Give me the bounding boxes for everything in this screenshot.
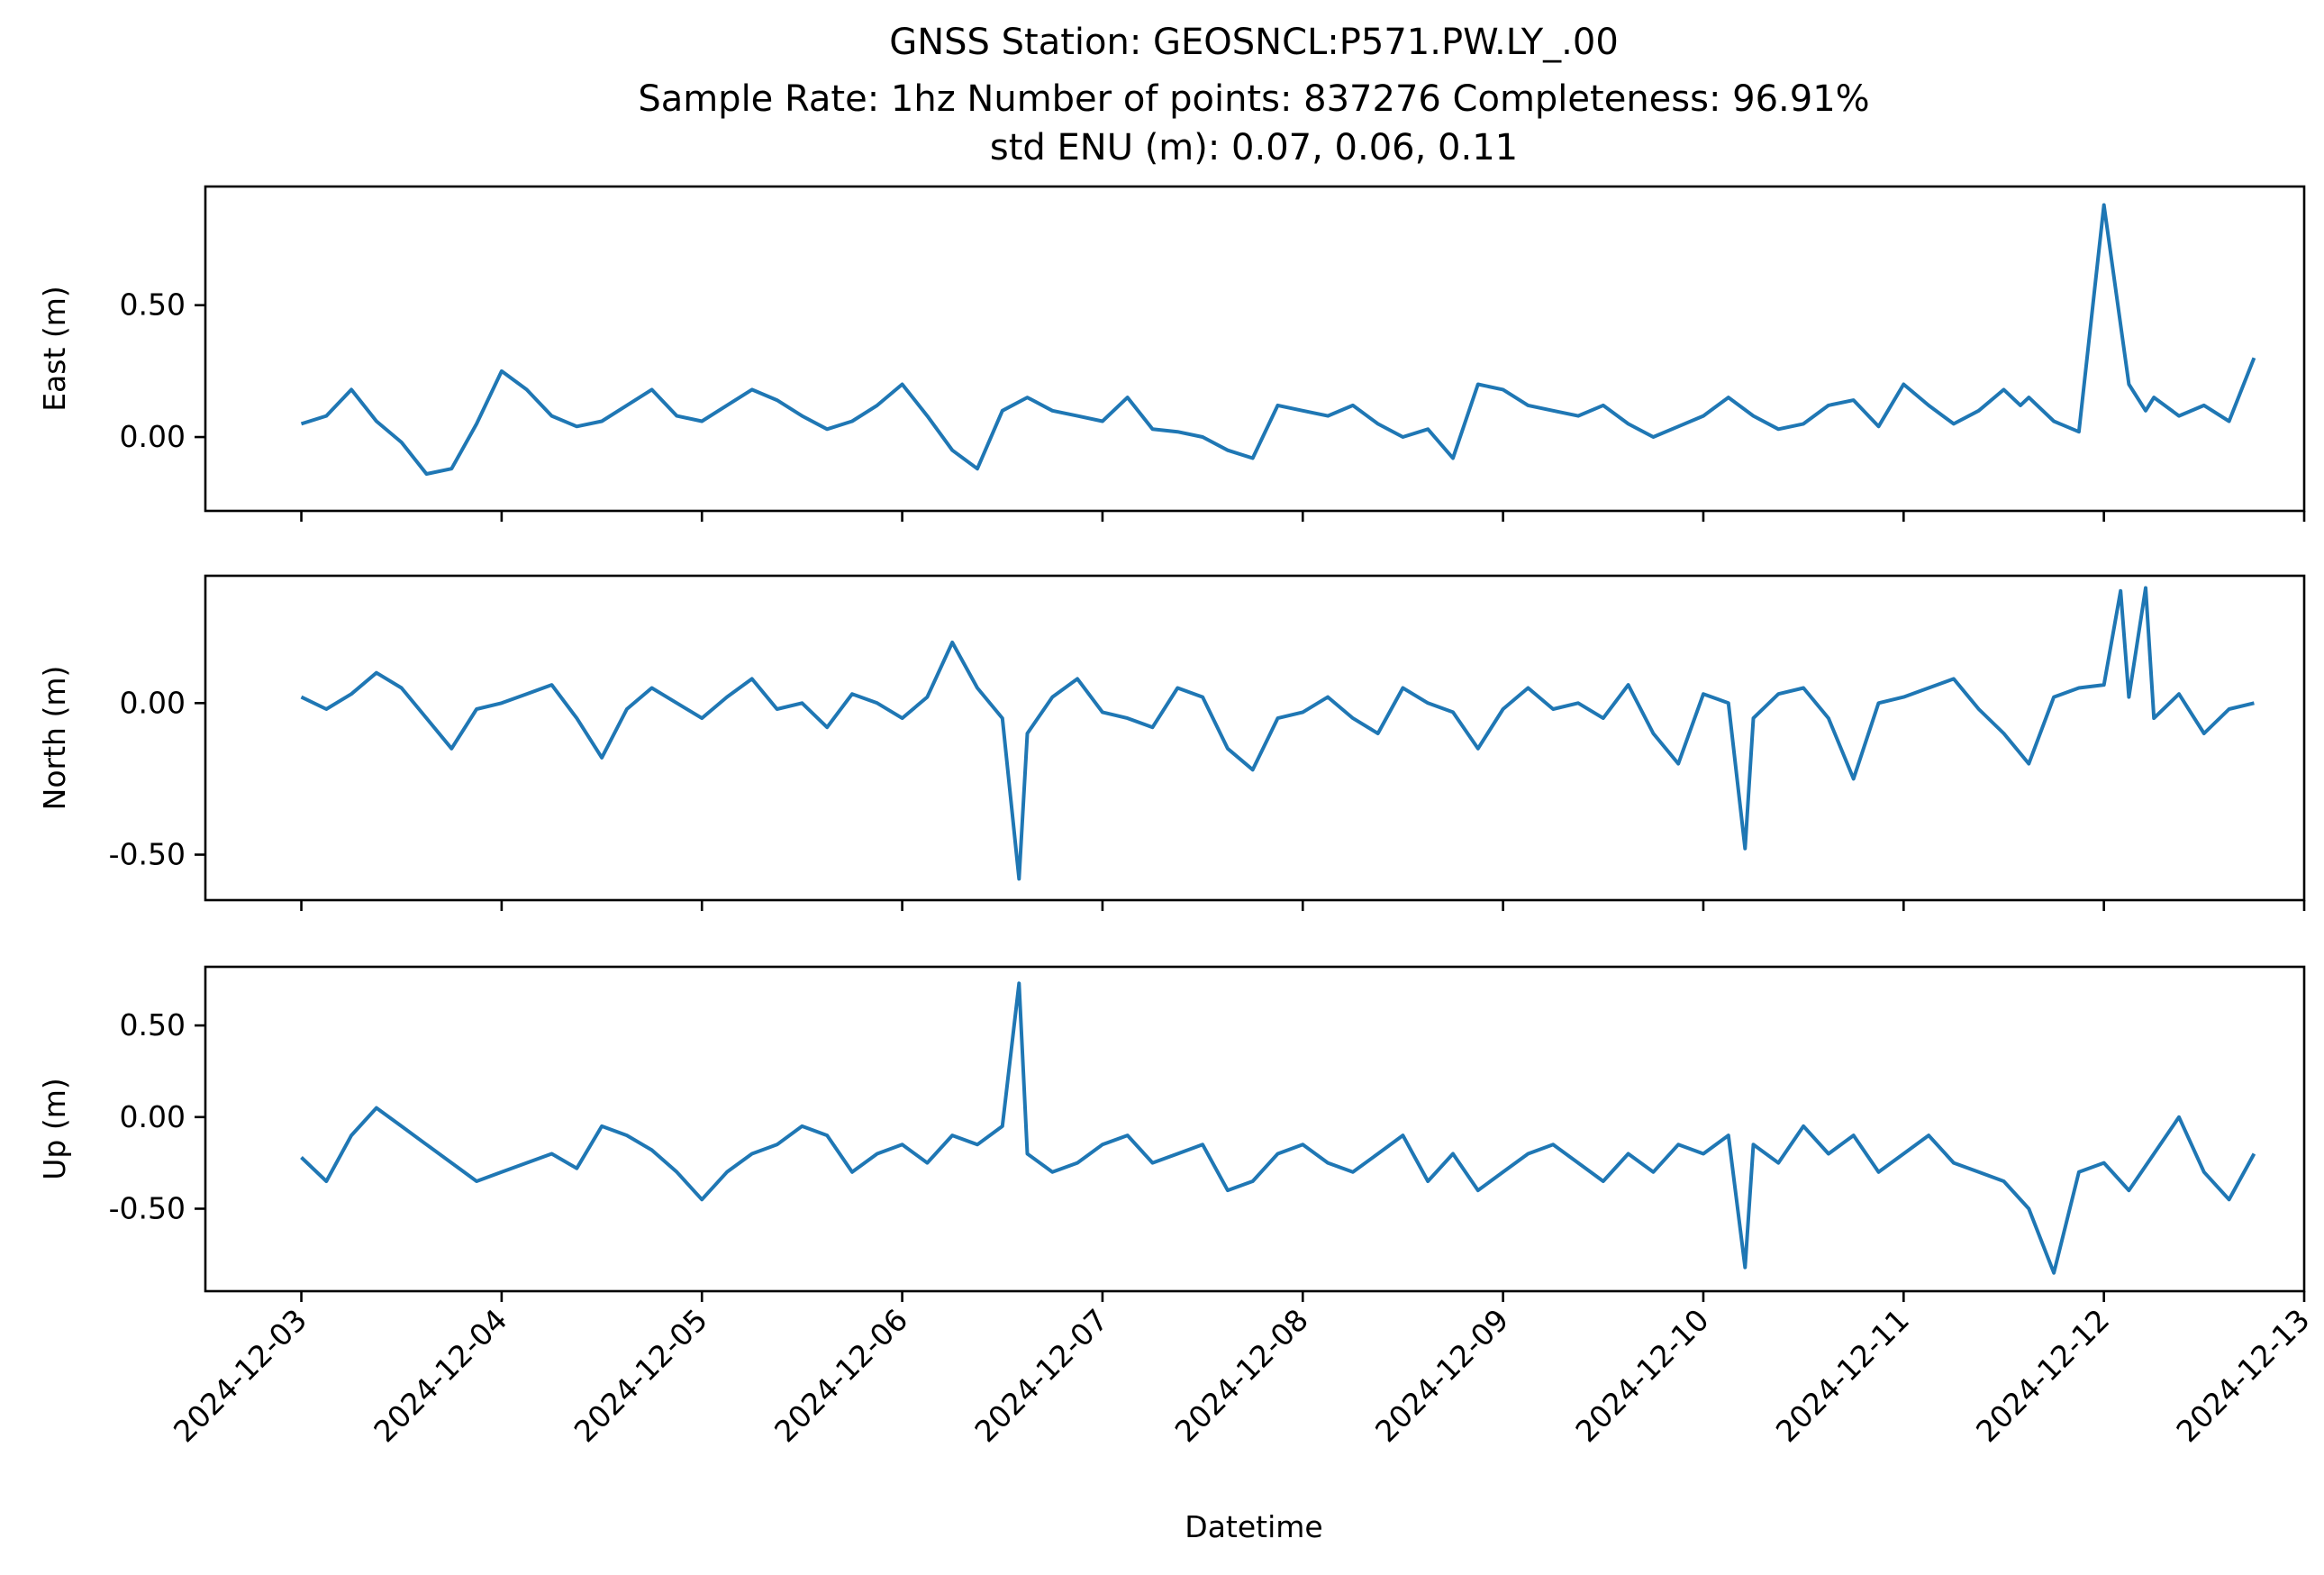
- xtick-label: 2024-12-10: [1568, 1302, 1715, 1449]
- figure-title: GNSS Station: GEOSNCL:P571.PW.LY_.00 Sam…: [638, 22, 1869, 168]
- title-line-3: std ENU (m): 0.07, 0.06, 0.11: [990, 127, 1518, 168]
- xtick-label: 2024-12-08: [1168, 1302, 1315, 1449]
- north-ylabel: North (m): [37, 666, 72, 811]
- east-ytick-label: 0.00: [120, 419, 186, 454]
- north-panel: -0.50 0.00 North (m): [37, 574, 2306, 911]
- x-axis-ticks: 2024-12-03 2024-12-04 2024-12-05 2024-12-06…: [167, 1302, 2317, 1449]
- xtick-label: 2024-12-03: [167, 1302, 313, 1449]
- xtick-label: 2024-12-11: [1769, 1302, 1916, 1449]
- xtick-label: 2024-12-04: [367, 1302, 513, 1449]
- xtick-label: 2024-12-05: [567, 1302, 714, 1449]
- east-panel: 0.00 0.50 East (m): [37, 185, 2306, 522]
- xtick-label: 2024-12-09: [1368, 1302, 1515, 1449]
- up-ytick-label: -0.50: [109, 1190, 186, 1225]
- xtick-label: 2024-12-13: [2169, 1302, 2316, 1449]
- north-ytick-label: -0.50: [109, 837, 186, 872]
- xtick-label: 2024-12-06: [767, 1302, 914, 1449]
- north-plot-frame: [204, 574, 2306, 902]
- north-series-line: [300, 586, 2255, 881]
- up-ytick-label: 0.00: [120, 1099, 186, 1134]
- north-ytick-label: 0.00: [120, 685, 186, 720]
- east-ytick-label: 0.50: [120, 287, 186, 323]
- east-ylabel: East (m): [37, 286, 72, 412]
- title-line-2: Sample Rate: 1hz Number of points: 83727…: [638, 78, 1869, 120]
- x-axis-label: Datetime: [1185, 1509, 1322, 1544]
- up-ytick-label: 0.50: [120, 1007, 186, 1042]
- up-series-line: [300, 981, 2256, 1275]
- xtick-label: 2024-12-12: [1969, 1302, 2116, 1449]
- east-series-line: [300, 203, 2256, 476]
- up-panel: -0.50 0.00 0.50 Up (m): [37, 965, 2306, 1302]
- east-plot-frame: [204, 185, 2306, 513]
- panels: 0.00 0.50 East (m) -0.50 0.00 North (m) -0.50 0…: [37, 185, 2306, 1302]
- xtick-label: 2024-12-07: [967, 1302, 1114, 1449]
- title-line-1: GNSS Station: GEOSNCL:P571.PW.LY_.00: [889, 22, 1619, 63]
- up-plot-frame: [204, 965, 2306, 1293]
- up-ylabel: Up (m): [37, 1078, 72, 1180]
